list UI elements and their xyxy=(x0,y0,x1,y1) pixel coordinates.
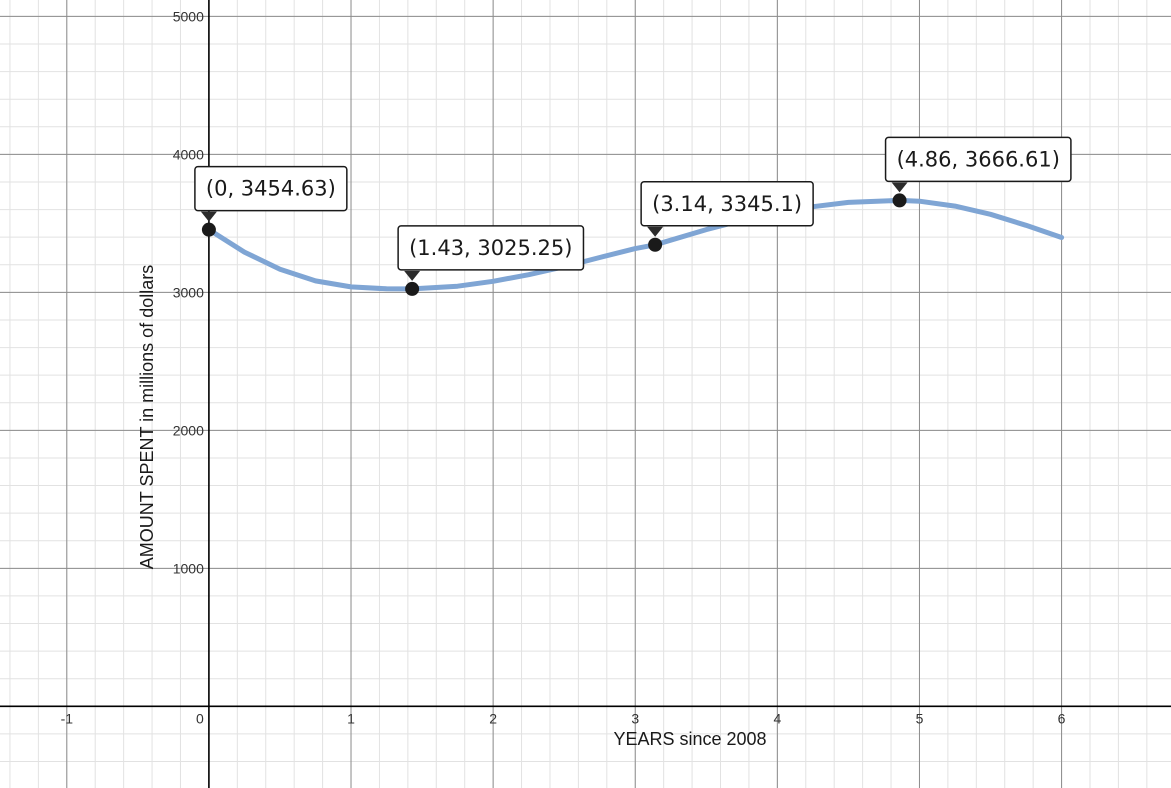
point-label-callout: (1.43, 3025.25) xyxy=(397,225,585,281)
point-label-callout: (4.86, 3666.61) xyxy=(884,136,1072,193)
data-point[interactable] xyxy=(892,193,907,208)
x-tick-label: 0 xyxy=(196,710,204,726)
y-tick-label: 3000 xyxy=(173,284,204,300)
callout-pointer xyxy=(404,270,421,281)
y-axis-title: AMOUNT SPENT in millions of dollars xyxy=(137,265,157,569)
series-line xyxy=(206,197,1065,292)
point-label-callout: (0, 3454.63) xyxy=(194,165,348,222)
point-label-box xyxy=(397,225,585,271)
x-tick-label: -1 xyxy=(61,710,74,726)
point-label: (3.14, 3345.1) xyxy=(652,192,802,216)
y-tick-label: 4000 xyxy=(173,146,204,162)
x-tick-label: 5 xyxy=(916,710,924,726)
point-label-box xyxy=(884,136,1072,183)
point-label-box xyxy=(640,181,814,227)
x-tick-label: 1 xyxy=(347,710,355,726)
point-label: (4.86, 3666.61) xyxy=(897,147,1060,171)
x-tick-label: 2 xyxy=(489,710,497,726)
callout-pointer xyxy=(200,211,217,222)
x-tick-label: 6 xyxy=(1058,710,1066,726)
x-axis-title: YEARS since 2008 xyxy=(613,729,766,749)
y-tick-label: 1000 xyxy=(173,560,204,576)
tick-labels: -1 0 1 2 3 4 5 6 1000 2000 3000 4000 5000 xyxy=(61,8,1066,726)
data-point[interactable] xyxy=(201,222,216,237)
data-point[interactable] xyxy=(648,237,663,252)
y-tick-label: 2000 xyxy=(173,422,204,438)
x-tick-label: 4 xyxy=(773,710,781,726)
point-label: (0, 3454.63) xyxy=(206,177,336,201)
callout-pointer xyxy=(647,226,664,237)
points-group[interactable] xyxy=(201,193,907,296)
callouts-group: (0, 3454.63) (1.43, 3025.25) (3.14, 3345.1… xyxy=(194,136,1072,281)
point-label: (1.43, 3025.25) xyxy=(409,236,572,260)
point-label-box xyxy=(194,165,348,212)
point-label-callout: (3.14, 3345.1) xyxy=(640,181,814,237)
callout-pointer xyxy=(891,182,908,193)
x-tick-label: 3 xyxy=(631,710,639,726)
series-group xyxy=(206,197,1065,292)
y-tick-label: 5000 xyxy=(173,8,204,24)
data-point[interactable] xyxy=(405,281,420,296)
